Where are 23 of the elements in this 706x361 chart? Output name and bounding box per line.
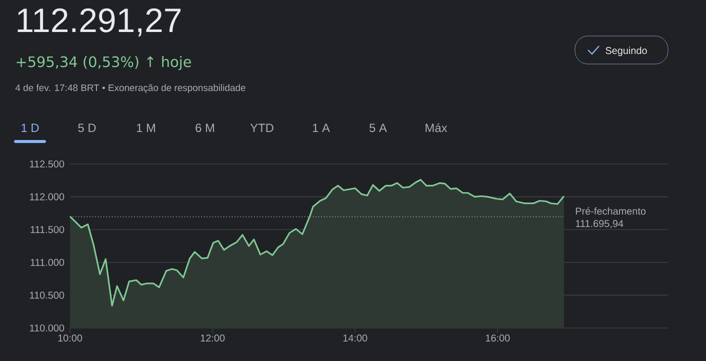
ref-line-label: Pré-fechamento 111.695,94	[576, 207, 646, 228]
y-tick-label: 111.500	[30, 226, 64, 234]
text: Máx	[426, 123, 448, 132]
text: 1 A	[312, 124, 330, 132]
text: 5 D	[78, 124, 96, 132]
text: 6 M	[196, 124, 214, 132]
y-tick-label: 110.500	[30, 292, 64, 299]
text: Seguindo	[606, 46, 647, 56]
text: 1 D	[22, 124, 39, 132]
text: 1 M	[136, 124, 155, 132]
text: YTD	[250, 124, 274, 132]
chart-title: 112.291,27	[18, 8, 181, 36]
y-tick-label: 112.500	[30, 160, 64, 168]
x-tick-label: 10:00	[58, 334, 82, 342]
x-tick-label: 14:00	[343, 334, 368, 342]
chart-subtitle: +595,34 (0,53%) ↑ hoje	[16, 56, 191, 70]
x-tick-label: 12:00	[200, 334, 225, 342]
text: 4 de fev. 17:48 BRT • Exoneração de responsabilidade	[15, 84, 246, 93]
y-tick-label: 111.000	[30, 258, 64, 266]
y-tick-label: 112.000	[30, 193, 64, 200]
x-tick-label: 16:00	[486, 334, 510, 342]
text: 5 A	[370, 124, 387, 132]
y-tick-label: 110.000	[30, 324, 64, 332]
